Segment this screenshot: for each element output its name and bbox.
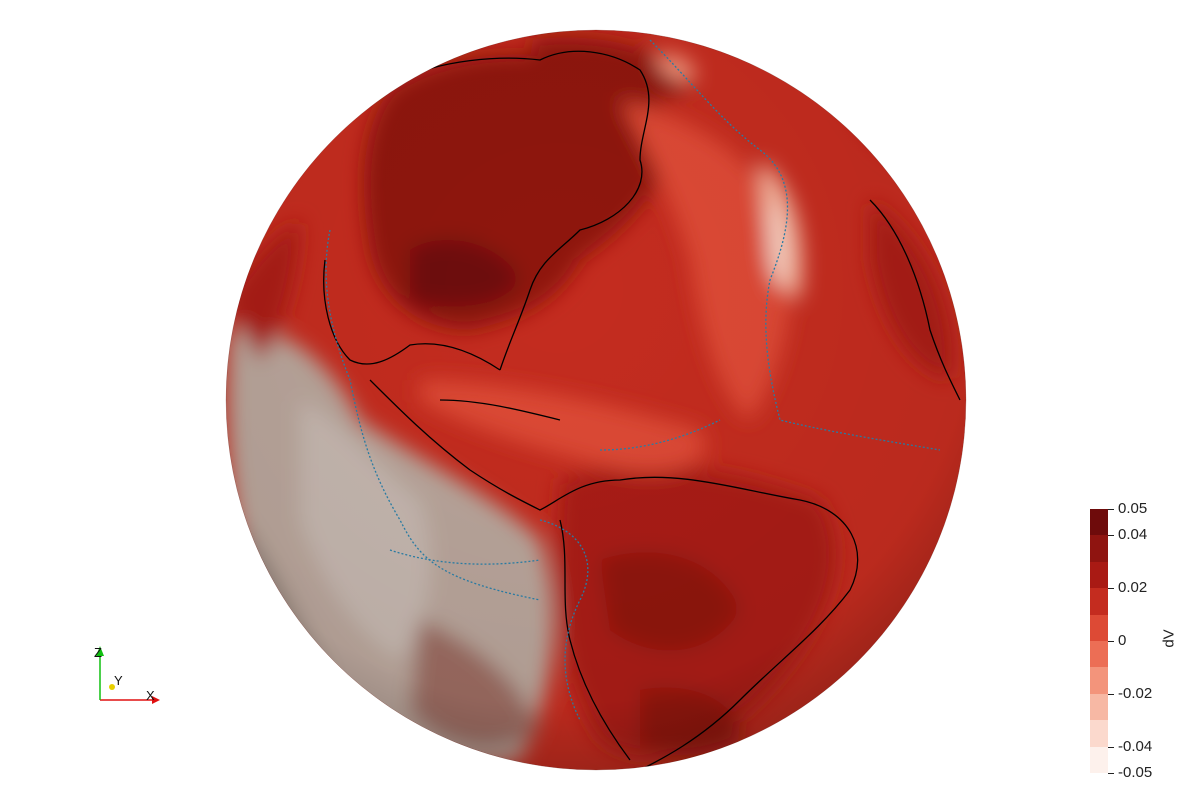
colorbar-tick-label: 0.04 xyxy=(1118,526,1148,543)
colorbar-tick xyxy=(1108,535,1114,536)
colorbar-band xyxy=(1090,746,1108,774)
colorbar-band xyxy=(1090,561,1108,589)
colorbar-band xyxy=(1090,535,1108,563)
colorbar-band xyxy=(1090,509,1108,536)
colorbar-tick xyxy=(1108,747,1114,748)
colorbar-tick-label: 0 xyxy=(1118,632,1127,649)
colorbar-band xyxy=(1090,693,1108,721)
colorbar-tick xyxy=(1108,588,1114,589)
colorbar-tick-label: -0.04 xyxy=(1118,738,1153,755)
colorbar-tick-label: 0.05 xyxy=(1118,500,1148,517)
colorbar-tick-label: -0.05 xyxy=(1118,764,1153,781)
x-axis-label: X xyxy=(146,688,155,703)
colorbar-tick-label: 0.02 xyxy=(1118,579,1148,596)
colorbar-tick-label: -0.02 xyxy=(1118,685,1153,702)
x-axis-arrow xyxy=(152,696,160,704)
colorbar-band xyxy=(1090,641,1108,668)
z-axis-label: Z xyxy=(94,645,102,660)
colorbar-band xyxy=(1090,614,1108,642)
y-axis-dot xyxy=(109,684,115,690)
z-axis-arrow xyxy=(96,646,104,656)
colorbar-title: dV xyxy=(1160,629,1178,648)
colorbar-tick xyxy=(1108,509,1114,510)
colorbar-band xyxy=(1090,667,1108,695)
colorbar xyxy=(1090,509,1108,774)
globe-surface xyxy=(226,30,966,770)
colorbar-tick xyxy=(1108,694,1114,695)
orientation-axes[interactable]: X Y Z xyxy=(80,640,170,710)
colorbar-tick xyxy=(1108,773,1114,774)
colorbar-tick xyxy=(1108,641,1114,642)
colorbar-band xyxy=(1090,588,1108,616)
colorbar-band xyxy=(1090,720,1108,748)
y-axis-label: Y xyxy=(114,673,123,688)
